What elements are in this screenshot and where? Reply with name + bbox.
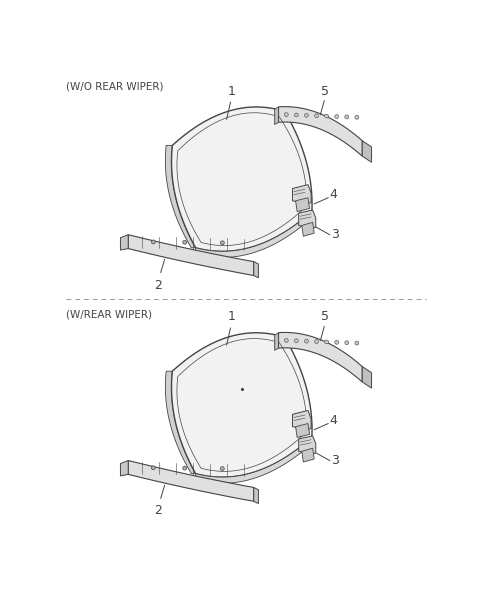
Text: 2: 2 [155, 279, 162, 292]
Polygon shape [302, 448, 314, 462]
Polygon shape [296, 198, 310, 211]
Text: 1: 1 [228, 310, 235, 323]
Circle shape [335, 115, 338, 118]
Polygon shape [254, 262, 258, 278]
Circle shape [355, 115, 359, 119]
Text: 1: 1 [228, 85, 235, 98]
Polygon shape [171, 333, 312, 477]
Polygon shape [128, 234, 254, 276]
Circle shape [314, 340, 318, 343]
Circle shape [284, 112, 288, 117]
Text: (W/O REAR WIPER): (W/O REAR WIPER) [66, 81, 164, 91]
Circle shape [294, 339, 298, 343]
Text: 5: 5 [321, 85, 329, 98]
Circle shape [324, 114, 328, 118]
Circle shape [220, 241, 224, 244]
Circle shape [151, 466, 155, 469]
Polygon shape [120, 234, 128, 250]
Text: 3: 3 [331, 228, 339, 241]
Polygon shape [165, 145, 196, 248]
Text: 4: 4 [330, 414, 337, 427]
Polygon shape [165, 371, 196, 474]
Polygon shape [196, 438, 312, 484]
Polygon shape [362, 141, 372, 163]
Circle shape [335, 340, 338, 344]
Polygon shape [275, 107, 278, 125]
Polygon shape [120, 461, 128, 476]
Polygon shape [278, 107, 362, 156]
Text: 4: 4 [330, 188, 337, 201]
Circle shape [314, 114, 318, 118]
Polygon shape [275, 333, 278, 350]
Circle shape [183, 466, 187, 470]
Polygon shape [299, 436, 316, 454]
Text: 3: 3 [331, 454, 339, 467]
Circle shape [220, 466, 224, 471]
Polygon shape [292, 184, 311, 204]
Polygon shape [362, 366, 372, 388]
Polygon shape [254, 488, 258, 504]
Circle shape [304, 339, 308, 343]
Text: 5: 5 [321, 310, 329, 323]
Circle shape [355, 341, 359, 345]
Polygon shape [302, 223, 314, 236]
Circle shape [294, 113, 298, 117]
Text: 2: 2 [155, 504, 162, 517]
Circle shape [183, 240, 187, 244]
Circle shape [151, 240, 155, 244]
Circle shape [304, 114, 308, 117]
Polygon shape [278, 332, 362, 382]
Polygon shape [296, 423, 310, 438]
Circle shape [345, 115, 348, 119]
Circle shape [284, 339, 288, 342]
Text: (W/REAR WIPER): (W/REAR WIPER) [66, 310, 152, 320]
Circle shape [324, 340, 328, 344]
Circle shape [345, 341, 348, 345]
Polygon shape [171, 107, 312, 252]
Polygon shape [128, 461, 254, 501]
Polygon shape [292, 411, 311, 430]
Polygon shape [196, 211, 312, 257]
Polygon shape [299, 210, 316, 229]
